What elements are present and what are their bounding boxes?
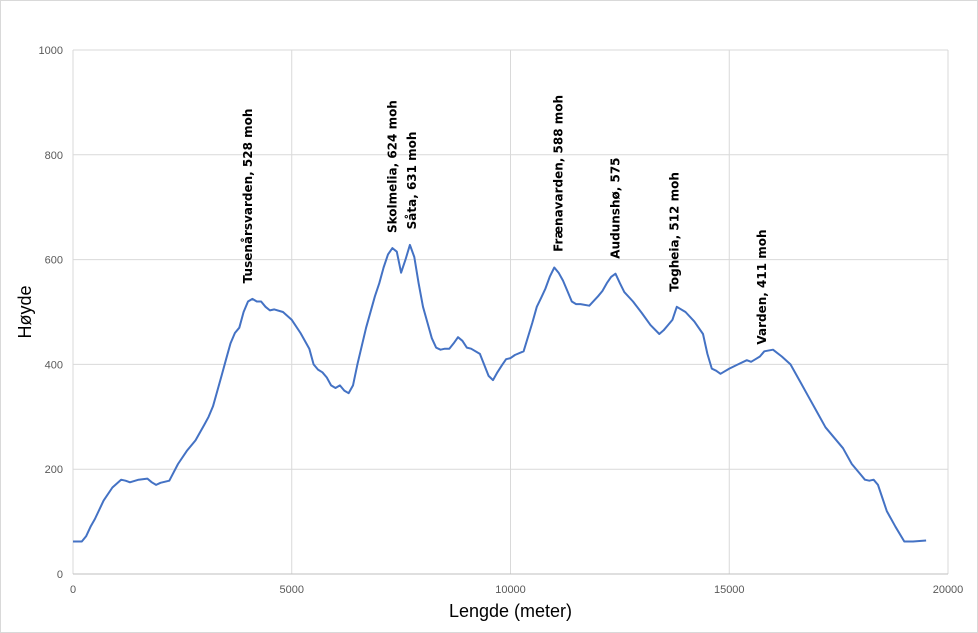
elevation-line [73,243,927,543]
x-tick-label: 10000 [495,584,526,596]
peak-label: Varden, 411 moh [755,229,769,344]
peak-label: Audunshø, 575 [609,157,623,258]
x-tick-label: 5000 [280,584,304,596]
y-tick-label: 0 [57,569,63,581]
y-axis-title: Høyde [15,285,35,338]
y-tick-label: 200 [45,464,63,476]
peak-labels: Tusenårsvarden, 528 moh Skolmelia, 624 mo… [241,95,769,345]
gridlines [73,49,949,574]
peak-label: Tusenårsvarden, 528 moh [241,109,255,284]
x-tick-label: 20000 [933,584,964,596]
peak-label: Frænavarden, 588 moh [552,95,566,252]
y-tick-label: 1000 [39,45,63,57]
y-tick-label: 600 [45,255,63,267]
peak-label: Skolmelia, 624 moh [385,100,399,233]
peak-label: Togheia, 512 moh [668,172,682,292]
peak-label: Såta, 631 moh [405,132,419,230]
y-tick-label: 800 [45,150,63,162]
x-tick-label: 15000 [714,584,745,596]
x-axis-title: Lengde (meter) [449,601,572,621]
axes [72,50,948,575]
x-tick-label: 0 [70,584,76,596]
y-tick-label: 400 [45,359,63,371]
